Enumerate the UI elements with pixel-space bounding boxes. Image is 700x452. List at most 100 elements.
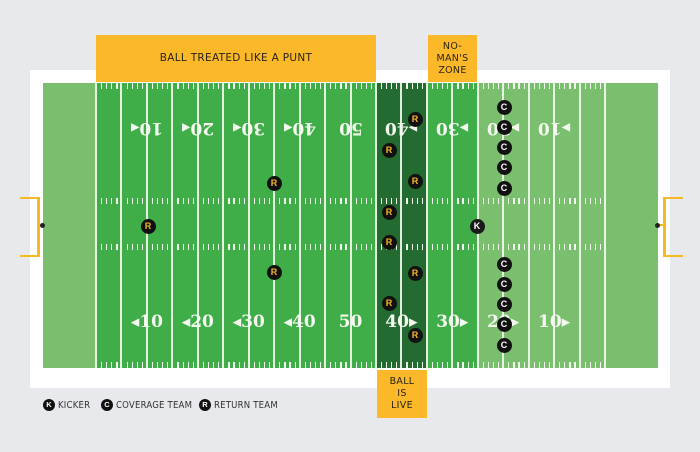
hash-mark — [335, 362, 337, 368]
hash-mark — [162, 198, 164, 204]
return-player-icon: R — [140, 218, 156, 234]
return-player-icon: R — [381, 234, 397, 250]
hash-mark — [289, 244, 291, 250]
hash-mark — [355, 244, 357, 250]
hash-mark — [314, 362, 317, 368]
hash-mark — [386, 198, 388, 204]
hash-mark — [487, 198, 490, 204]
hash-mark — [340, 362, 342, 368]
hash-mark — [584, 244, 586, 250]
hash-mark — [319, 362, 322, 368]
hash-mark — [569, 362, 571, 368]
hash-mark — [218, 83, 220, 89]
hash-mark — [518, 244, 520, 250]
hash-mark — [549, 244, 551, 250]
hash-mark — [279, 83, 281, 89]
hash-mark — [396, 83, 398, 89]
hash-mark — [233, 198, 235, 204]
hash-mark — [559, 362, 561, 368]
return-player-icon: R — [407, 173, 423, 189]
hash-mark — [457, 244, 459, 250]
hash-mark — [279, 362, 281, 368]
hash-mark — [564, 83, 566, 89]
hash-mark — [345, 198, 347, 204]
hash-mark — [462, 83, 464, 89]
hash-mark — [437, 244, 439, 250]
hash-mark — [559, 83, 561, 89]
hash-mark — [538, 362, 541, 368]
hash-mark — [360, 198, 362, 204]
legend-return-label: RETURN TEAM — [214, 399, 278, 411]
hash-mark — [319, 198, 322, 204]
hash-mark — [442, 362, 444, 368]
hash-mark — [238, 244, 240, 250]
yard-line — [604, 83, 606, 368]
yard-number-bottom: 50 — [338, 312, 363, 332]
yard-number-top: 50 — [338, 118, 363, 138]
hash-mark — [533, 244, 535, 250]
return-player-icon: R — [381, 295, 397, 311]
hash-mark — [543, 362, 546, 368]
hash-mark — [330, 244, 332, 250]
hash-mark — [263, 83, 266, 89]
hash-mark — [493, 198, 495, 204]
hash-mark — [141, 83, 143, 89]
yard-number-top: 20◂ — [181, 118, 214, 138]
coverage-player-icon: C — [496, 256, 512, 272]
return-player-icon: R — [381, 204, 397, 220]
yard-number-bottom: 40▸ — [385, 312, 418, 332]
hash-mark — [243, 198, 245, 204]
hash-mark — [457, 362, 459, 368]
hash-mark — [533, 362, 535, 368]
hash-mark — [462, 198, 464, 204]
coverage-player-icon: C — [496, 119, 512, 135]
hash-mark — [228, 198, 230, 204]
hash-mark — [381, 83, 383, 89]
hash-mark — [258, 244, 261, 250]
hash-mark — [472, 244, 474, 250]
hash-mark — [365, 198, 367, 204]
hash-mark — [482, 83, 485, 89]
legend-kicker-label: KICKER — [58, 399, 91, 411]
hash-mark — [340, 83, 342, 89]
hash-mark — [253, 244, 255, 250]
hash-mark — [141, 362, 143, 368]
hash-mark — [386, 83, 388, 89]
hash-mark — [151, 198, 154, 204]
hash-mark — [213, 362, 215, 368]
yard-number-top: ▸30 — [436, 118, 469, 138]
hash-mark — [182, 362, 184, 368]
hash-mark — [559, 198, 561, 204]
hash-mark — [218, 198, 220, 204]
hash-mark — [131, 83, 133, 89]
hash-mark — [447, 198, 449, 204]
hash-mark — [284, 362, 286, 368]
yard-line — [374, 83, 377, 368]
hash-mark — [513, 244, 515, 250]
hash-mark — [126, 244, 128, 250]
yard-number-bottom: 10▸ — [537, 312, 571, 332]
no-mans-zone-label: NO- MAN'S ZONE — [428, 35, 477, 82]
hash-mark — [330, 362, 332, 368]
ball-is-live-label: BALL IS LIVE — [377, 370, 427, 418]
hash-mark — [391, 83, 393, 89]
yard-line — [349, 83, 352, 368]
hash-mark — [151, 83, 154, 89]
ball-is-live-line-3: LIVE — [391, 400, 413, 411]
hash-mark — [187, 244, 189, 250]
hash-mark — [106, 244, 108, 250]
hash-mark — [462, 244, 464, 250]
coverage-icon: C — [101, 399, 113, 411]
hash-mark — [162, 83, 164, 89]
hash-mark — [101, 244, 103, 250]
yard-number-bottom: ◂10 — [130, 312, 163, 332]
hash-mark — [213, 83, 215, 89]
hash-mark — [411, 83, 413, 89]
hash-mark — [355, 83, 357, 89]
hash-mark — [106, 362, 108, 368]
hash-mark — [467, 244, 469, 250]
hash-mark — [594, 83, 596, 89]
hash-mark — [549, 83, 551, 89]
hash-mark — [284, 198, 286, 204]
hash-mark — [370, 244, 373, 250]
